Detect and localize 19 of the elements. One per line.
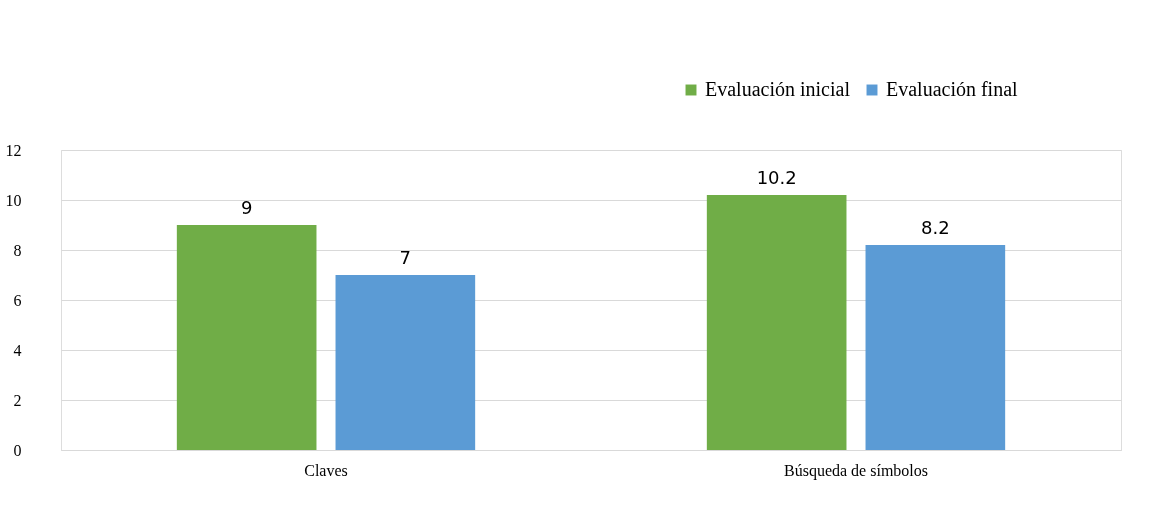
bar — [706, 195, 847, 450]
y-tick-label: 6 — [13, 291, 22, 309]
data-label: 9 — [240, 197, 253, 218]
y-tick-label: 2 — [13, 391, 22, 409]
data-label: 7 — [399, 247, 412, 268]
legend-label: Evaluación final — [886, 78, 1019, 100]
data-label: 8.2 — [921, 217, 950, 238]
y-tick-label: 0 — [13, 441, 22, 459]
bar — [865, 245, 1006, 450]
y-tick-label: 4 — [13, 341, 22, 359]
bar — [335, 275, 476, 450]
y-tick-label: 10 — [5, 191, 22, 209]
legend-label: Evaluación inicial — [705, 78, 851, 100]
data-label: 10.2 — [756, 167, 797, 188]
y-tick-label: 12 — [5, 141, 22, 159]
bar — [176, 225, 317, 450]
x-tick-label: Claves — [304, 461, 348, 479]
x-tick-label: Búsqueda de símbolos — [784, 461, 928, 480]
y-tick-label: 8 — [13, 241, 22, 259]
